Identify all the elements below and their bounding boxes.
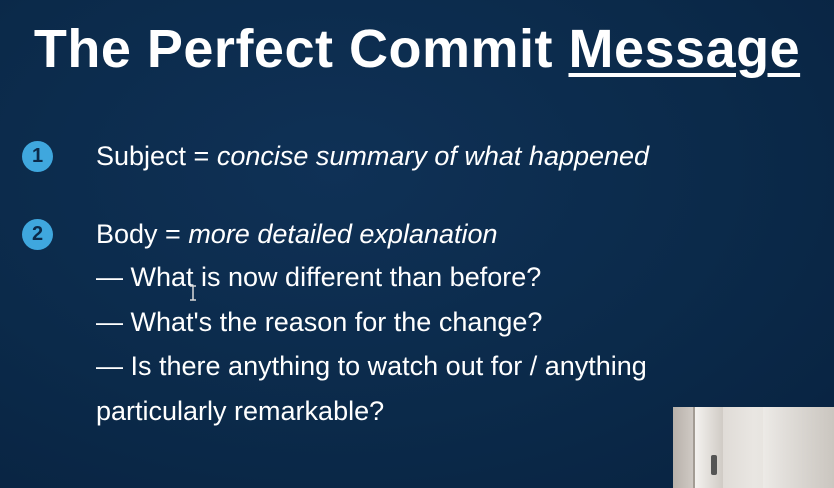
body-line-2: — What's the reason for the change? — [96, 307, 542, 338]
list-item-body: 2 Body = more detailed explanation — [22, 216, 498, 252]
subject-label: Subject = — [96, 141, 217, 171]
subject-detail: concise summary of what happened — [217, 141, 649, 171]
number-badge-2: 2 — [22, 219, 53, 250]
body-line-1: — What is now different than before? — [96, 262, 541, 293]
body-line-3: — Is there anything to watch out for / a… — [96, 351, 647, 382]
slide-title: The Perfect Commit Message — [0, 18, 834, 80]
text-cursor-icon — [189, 285, 197, 301]
body-line-4: particularly remarkable? — [96, 396, 384, 427]
title-underlined-word: Message — [568, 19, 800, 79]
webcam-wall-shape — [763, 407, 834, 488]
body-text: Body = more detailed explanation — [96, 219, 498, 250]
body-label: Body = — [96, 219, 188, 249]
subject-text: Subject = concise summary of what happen… — [96, 141, 649, 172]
body-detail: more detailed explanation — [188, 219, 497, 249]
webcam-overlay — [673, 407, 834, 488]
webcam-handle-shape — [711, 455, 717, 475]
title-main: The Perfect Commit — [34, 19, 569, 79]
list-item-subject: 1 Subject = concise summary of what happ… — [22, 138, 649, 174]
number-badge-1: 1 — [22, 141, 53, 172]
webcam-door-shape — [693, 407, 723, 488]
